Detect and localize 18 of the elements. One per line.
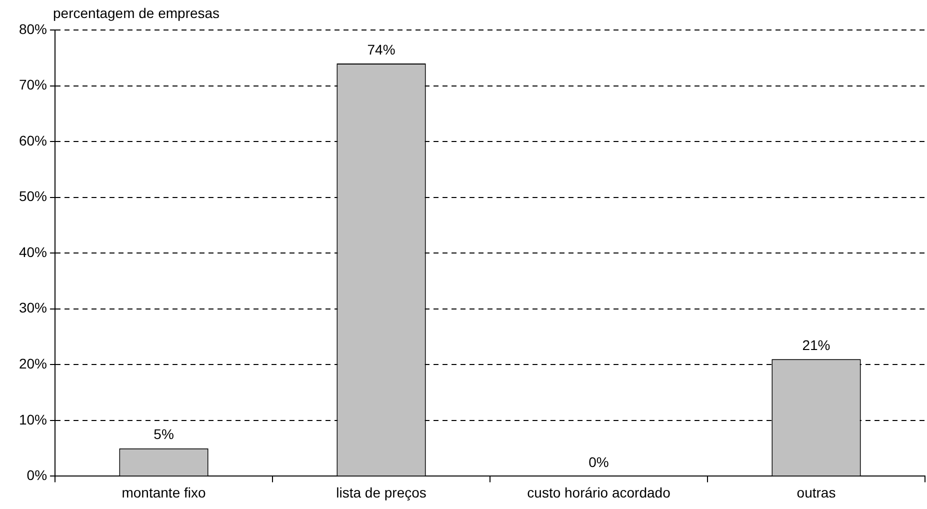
data-label: 5% <box>154 426 174 442</box>
y-tick-label: 40% <box>18 244 48 260</box>
y-tick-label: 20% <box>18 356 48 372</box>
y-tick-label: 50% <box>18 188 48 204</box>
x-tick-label: custo horário acordado <box>527 484 671 500</box>
y-tick-label: 30% <box>18 300 48 316</box>
y-tick-label: 80% <box>18 20 48 37</box>
data-label: 74% <box>367 41 396 58</box>
y-tick-label: 10% <box>18 411 48 428</box>
x-tick-label: lista de preços <box>336 484 426 500</box>
y-tick-label: 0% <box>26 467 48 484</box>
x-tick-label: montante fixo <box>122 484 206 500</box>
y-axis-title: percentagem de empresas <box>53 5 220 21</box>
y-tick-label: 70% <box>18 76 48 93</box>
y-tick-label: 60% <box>18 132 48 148</box>
x-tick-label: outras <box>796 484 836 500</box>
data-label: 0% <box>588 454 609 470</box>
data-label: 21% <box>802 336 830 353</box>
